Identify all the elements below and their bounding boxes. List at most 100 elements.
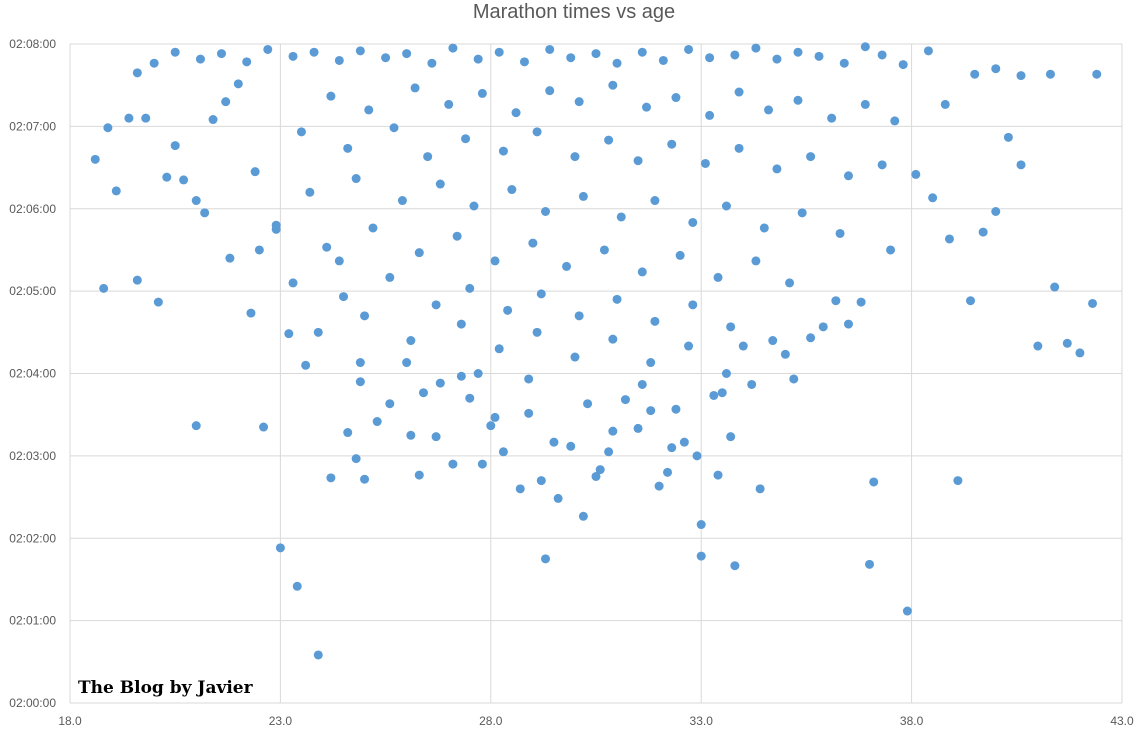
data-point — [208, 115, 218, 125]
data-point — [734, 143, 744, 153]
data-point — [751, 43, 761, 53]
data-point — [679, 437, 689, 447]
data-point — [860, 99, 870, 109]
data-point — [637, 379, 647, 389]
data-point — [667, 139, 677, 149]
data-point — [309, 47, 319, 57]
data-point — [785, 278, 795, 288]
data-point — [250, 167, 260, 177]
data-point — [141, 113, 151, 123]
data-point — [940, 99, 950, 109]
data-point — [898, 60, 908, 70]
data-point — [355, 358, 365, 368]
data-point — [444, 99, 454, 109]
gridlines — [69, 43, 1123, 704]
data-point — [696, 520, 706, 530]
data-point — [490, 412, 500, 422]
data-point — [772, 54, 782, 64]
y-tick-label: 02:07:00 — [9, 119, 56, 133]
data-point — [970, 69, 980, 79]
data-point — [827, 113, 837, 123]
data-point — [179, 175, 189, 185]
data-point — [713, 272, 723, 282]
data-point — [671, 93, 681, 103]
data-point — [296, 127, 306, 137]
data-point — [452, 231, 462, 241]
data-point — [490, 256, 500, 266]
data-point — [574, 311, 584, 321]
data-point — [284, 329, 294, 339]
data-point — [515, 484, 525, 494]
data-point — [132, 275, 142, 285]
y-tick-label: 02:04:00 — [9, 367, 56, 381]
data-point — [532, 127, 542, 137]
data-point — [578, 191, 588, 201]
data-point — [246, 308, 256, 318]
data-point — [292, 581, 302, 591]
data-point — [608, 426, 618, 436]
data-point — [806, 333, 816, 343]
data-point — [928, 193, 938, 203]
data-point — [692, 451, 702, 461]
data-point — [545, 44, 555, 54]
data-point — [751, 256, 761, 266]
data-point — [343, 428, 353, 438]
data-point — [902, 606, 912, 616]
x-tick-label: 38.0 — [900, 714, 924, 728]
data-point — [553, 493, 563, 503]
data-point — [402, 49, 412, 59]
data-point — [469, 201, 479, 211]
data-point — [620, 395, 630, 405]
data-point — [591, 49, 601, 59]
watermark: The Blog by Javier — [78, 678, 254, 698]
data-point — [684, 44, 694, 54]
data-point — [410, 83, 420, 93]
data-point — [477, 459, 487, 469]
data-point — [385, 399, 395, 409]
data-point — [448, 43, 458, 53]
data-point — [221, 97, 231, 107]
data-point — [726, 322, 736, 332]
data-point — [263, 44, 273, 54]
data-point — [418, 388, 428, 398]
data-point — [301, 360, 311, 370]
data-point — [780, 349, 790, 359]
data-point — [583, 399, 593, 409]
data-point — [612, 58, 622, 68]
y-tick-label: 02:08:00 — [9, 37, 56, 51]
data-point — [608, 334, 618, 344]
data-point — [200, 208, 210, 218]
data-point — [843, 171, 853, 181]
x-axis-ticks: 18.0 23.0 28.0 33.0 38.0 43.0 — [58, 714, 1134, 728]
data-point — [372, 417, 382, 427]
data-point — [326, 91, 336, 101]
data-points — [90, 42, 1102, 660]
data-point — [877, 50, 887, 60]
data-point — [334, 55, 344, 65]
data-point — [717, 388, 727, 398]
data-point — [465, 283, 475, 293]
data-point — [759, 223, 769, 233]
data-point — [288, 278, 298, 288]
data-point — [654, 481, 664, 491]
data-point — [831, 296, 841, 306]
data-point — [465, 393, 475, 403]
data-point — [473, 369, 483, 378]
data-point — [486, 421, 496, 431]
data-point — [599, 245, 609, 255]
data-point — [322, 242, 332, 252]
data-point — [663, 467, 673, 477]
data-point — [869, 477, 879, 487]
data-point — [90, 154, 100, 164]
data-point — [191, 421, 201, 431]
data-point — [700, 158, 710, 168]
data-point — [406, 430, 416, 440]
x-tick-label: 28.0 — [479, 714, 503, 728]
data-point — [923, 46, 933, 56]
data-point — [536, 289, 546, 299]
data-point — [385, 272, 395, 282]
data-point — [709, 390, 719, 400]
data-point — [254, 245, 264, 255]
y-tick-label: 02:05:00 — [9, 284, 56, 298]
data-point — [633, 156, 643, 166]
